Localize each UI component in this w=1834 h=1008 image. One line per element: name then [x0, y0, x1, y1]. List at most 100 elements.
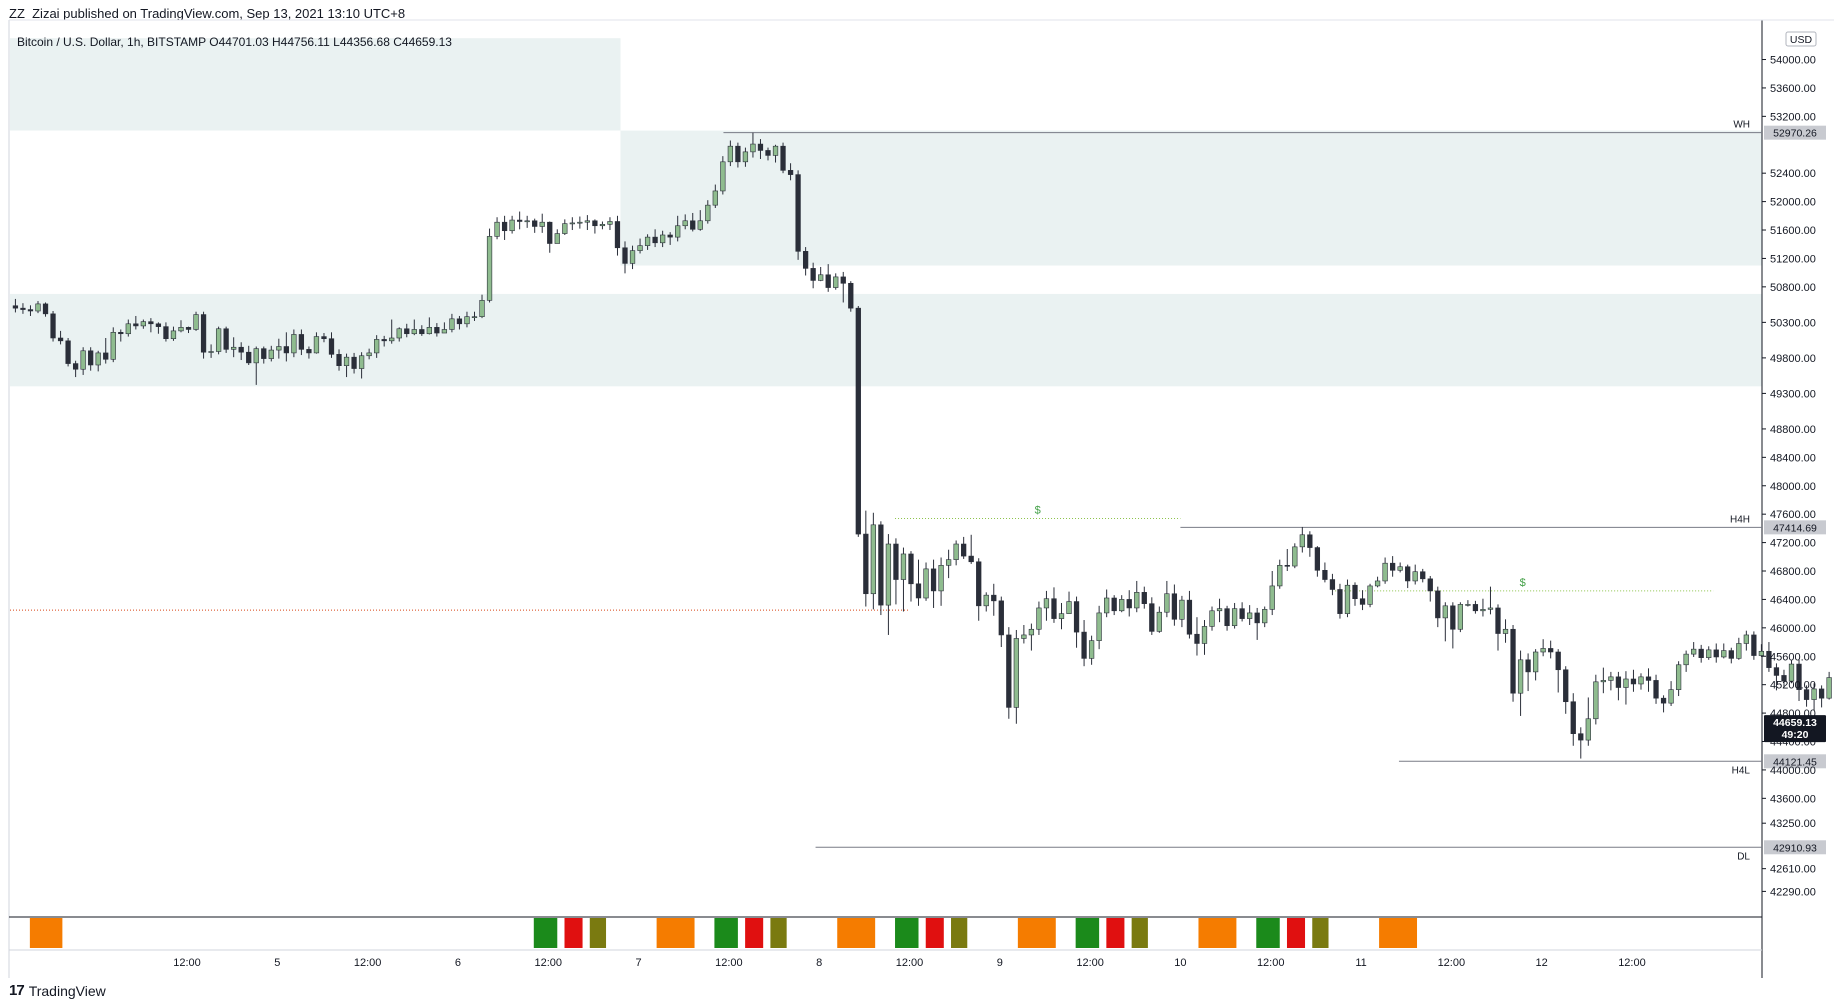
candle-body — [27, 309, 34, 312]
candle-body — [246, 351, 252, 364]
candle — [1201, 620, 1208, 655]
x-tick-label: 8 — [816, 957, 822, 969]
time-axis[interactable]: 12:00 5 12:00 6 12:00 7 12:00 8 12:00 9 12:00 10 12:… — [173, 957, 1645, 969]
candle-body — [1623, 678, 1629, 688]
candle-body — [1796, 663, 1802, 690]
candle — [930, 559, 937, 608]
candle — [1254, 607, 1260, 640]
tradingview-brand[interactable]: 17 TradingView — [9, 982, 106, 999]
signal-block-orange — [29, 918, 63, 948]
candle — [1683, 650, 1689, 672]
candle-body — [1096, 612, 1102, 641]
candle-body — [1826, 677, 1832, 699]
candle — [1487, 586, 1494, 615]
candle — [1156, 606, 1162, 633]
candle-body — [374, 339, 380, 354]
candle-body — [539, 221, 545, 227]
candle — [1728, 647, 1734, 664]
candle — [833, 273, 839, 290]
y-tick-label: 48400.00 — [1770, 452, 1816, 464]
candle — [411, 319, 417, 336]
last-price-text: 44659.13 — [1773, 717, 1817, 729]
candle-body — [95, 352, 101, 366]
candle — [1442, 602, 1448, 642]
signal-block-orange — [1379, 918, 1418, 948]
level-label-h4l: H4L — [1732, 765, 1751, 776]
candle — [1382, 557, 1388, 584]
price-axis[interactable]: 54000.00 53600.00 53200.00 52400.00 52000.00… — [1762, 55, 1826, 899]
candle-body — [750, 143, 756, 153]
candle — [1134, 580, 1140, 613]
candle — [261, 346, 267, 364]
candle-body — [185, 327, 192, 330]
y-tick-label: 43250.00 — [1770, 818, 1816, 830]
x-tick-label: 12:00 — [1438, 957, 1466, 969]
candle-body — [65, 340, 71, 364]
x-tick-label: 10 — [1174, 957, 1186, 969]
y-tick-label: 52400.00 — [1770, 168, 1816, 180]
candle-body — [1322, 569, 1328, 580]
candle-body — [396, 328, 402, 339]
candle — [1427, 575, 1433, 602]
y-tick-label: 45200.00 — [1770, 680, 1816, 692]
candle-body — [1502, 628, 1509, 634]
signal-block-olive — [1131, 918, 1148, 948]
candle — [705, 200, 711, 224]
y-tick-label: 42610.00 — [1770, 864, 1816, 876]
candle — [810, 262, 816, 289]
candle-body — [426, 327, 432, 335]
candle-body — [1066, 601, 1072, 614]
candle-body — [336, 354, 342, 367]
candle — [727, 140, 733, 167]
candle-body — [471, 316, 478, 318]
zone-2 — [10, 293, 1762, 387]
candle-body — [253, 348, 259, 364]
y-tick-label: 48000.00 — [1770, 481, 1816, 493]
zones-layer — [10, 38, 1762, 387]
candle — [148, 318, 154, 333]
candle — [125, 319, 131, 337]
candle — [1073, 596, 1080, 648]
x-tick-label: 5 — [274, 957, 280, 969]
candle-body — [501, 221, 508, 232]
candle-body — [825, 274, 831, 288]
candles-layer — [12, 132, 1832, 759]
y-tick-label: 48800.00 — [1770, 424, 1816, 436]
candle-body — [1036, 607, 1042, 630]
candle-body — [1781, 675, 1787, 682]
candle — [976, 558, 982, 621]
candle — [178, 320, 184, 333]
candle-body — [787, 170, 794, 175]
candle-body — [1510, 628, 1516, 694]
candle — [351, 352, 357, 374]
candle-body — [532, 220, 538, 227]
y-tick-label: 49300.00 — [1770, 388, 1816, 400]
candle — [577, 216, 583, 229]
candle-body — [1721, 650, 1727, 658]
candle — [1743, 630, 1749, 651]
candle — [908, 551, 914, 602]
candle-body — [193, 314, 199, 330]
candle — [1036, 601, 1042, 635]
y-tick-label: 53600.00 — [1770, 83, 1816, 95]
candle-body — [1743, 634, 1749, 644]
candle — [486, 228, 493, 303]
candle — [1269, 571, 1275, 616]
candle-body — [1585, 718, 1591, 741]
candle — [1826, 671, 1832, 700]
candle-body — [494, 221, 500, 237]
candle — [42, 302, 49, 317]
candle — [690, 212, 696, 232]
candle-body — [1600, 680, 1606, 683]
candle — [968, 534, 974, 564]
candle-body — [1668, 689, 1674, 704]
candle-body — [1736, 643, 1742, 659]
candle — [1224, 605, 1230, 631]
candle-body — [622, 247, 628, 264]
candle — [291, 329, 297, 358]
candle-body — [968, 555, 974, 563]
candle-body — [1051, 598, 1057, 619]
candle-body — [178, 327, 184, 332]
